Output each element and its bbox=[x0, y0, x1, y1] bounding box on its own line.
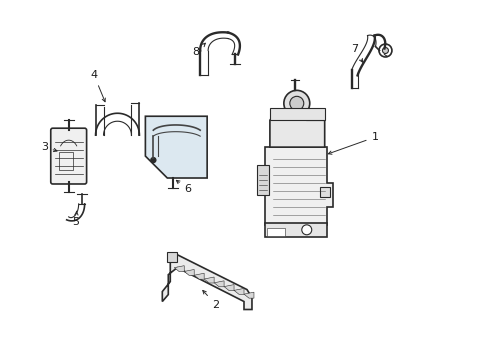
Polygon shape bbox=[234, 288, 244, 294]
Circle shape bbox=[382, 48, 387, 54]
Polygon shape bbox=[162, 255, 251, 310]
Bar bbox=[269, 108, 324, 120]
Polygon shape bbox=[203, 277, 214, 283]
Text: 7: 7 bbox=[351, 45, 362, 62]
Text: 2: 2 bbox=[203, 291, 219, 310]
Polygon shape bbox=[224, 285, 234, 291]
Bar bbox=[256, 165, 268, 195]
Polygon shape bbox=[264, 147, 332, 225]
Polygon shape bbox=[194, 273, 203, 279]
Text: 8: 8 bbox=[192, 43, 205, 58]
Bar bbox=[266, 228, 285, 236]
FancyBboxPatch shape bbox=[51, 128, 86, 184]
Bar bbox=[167, 252, 177, 262]
Circle shape bbox=[151, 158, 156, 163]
Circle shape bbox=[289, 96, 303, 110]
Text: 5: 5 bbox=[73, 211, 80, 227]
Circle shape bbox=[283, 90, 309, 116]
Polygon shape bbox=[214, 281, 224, 287]
Bar bbox=[319, 187, 329, 197]
Text: 3: 3 bbox=[41, 142, 57, 152]
Polygon shape bbox=[184, 269, 194, 275]
Circle shape bbox=[378, 44, 391, 57]
Bar bbox=[264, 223, 326, 237]
Bar bbox=[59, 152, 73, 170]
Polygon shape bbox=[269, 113, 324, 147]
Text: 6: 6 bbox=[176, 180, 191, 194]
Polygon shape bbox=[244, 292, 253, 298]
Circle shape bbox=[301, 225, 311, 235]
Polygon shape bbox=[174, 266, 184, 272]
Text: 4: 4 bbox=[90, 71, 105, 102]
Text: 1: 1 bbox=[327, 132, 378, 154]
Polygon shape bbox=[145, 116, 207, 178]
